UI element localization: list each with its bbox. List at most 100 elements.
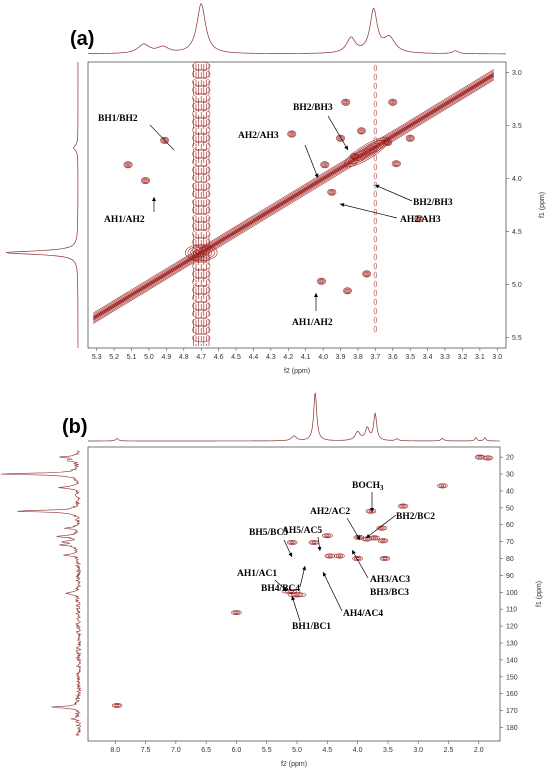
panel-a-y-tick-label: 3.0 <box>512 70 522 77</box>
panel-b-arrowhead <box>317 546 322 551</box>
panel-b-plot-frame <box>87 446 501 742</box>
panel-a-x-tick-label: 3.4 <box>423 354 433 361</box>
panel-b-cross-peak <box>286 539 298 545</box>
panel-a-x-tick-label: 4.3 <box>266 354 276 361</box>
panel-a-x-tick-label: 3.3 <box>440 354 450 361</box>
panel-b-cross-peak <box>474 454 486 460</box>
panel-b-y-axis: 20 30 40 50 60 70 80 90 100 110 120 130 140 150 160 170… <box>500 455 518 732</box>
panel-b-annotation-label: BH2/BC2 <box>396 512 435 522</box>
panel-b-annotation-label: AH5/AC5 <box>282 526 322 536</box>
panel-a-cross-peak <box>320 161 330 169</box>
panel-a-annotation-arrow <box>327 115 349 151</box>
panel-b-x-tick-label: 2.0 <box>474 747 484 754</box>
panel-b-top-projection <box>88 392 500 442</box>
panel-a-left-trace <box>5 62 79 348</box>
panel-a-x-tick-label: 5.2 <box>109 354 119 361</box>
panel-a-x-tick-label: 3.7 <box>371 354 381 361</box>
panel-b-arrowhead <box>366 533 371 538</box>
panel-a-plot-area <box>92 61 495 346</box>
panel-b-cross-peak <box>397 503 409 509</box>
panel-b-left-trace <box>0 450 82 736</box>
panel-b-cross-peak <box>324 553 336 559</box>
panel-b-y-tick-label: 120 <box>506 624 518 631</box>
panel-a-cross-peak <box>336 134 346 142</box>
panel-b-annotation-subscript: 3 <box>380 484 384 492</box>
panel-b-cross-peak <box>369 535 380 541</box>
panel-a-annotation-arrow <box>374 184 413 202</box>
panel-a-cross-peak <box>123 161 133 169</box>
panel-b-cross-peak <box>281 588 301 594</box>
panel-b-annotation-label: AH2/AC2 <box>310 507 350 517</box>
panel-a-plot-frame <box>87 61 507 349</box>
panel-b-x-tick-label: 3.5 <box>383 747 393 754</box>
panel-a-x-tick-label: 5.0 <box>144 354 154 361</box>
panel-b-plot-area <box>111 454 494 708</box>
panel-a-cross-peak <box>414 215 424 223</box>
panel-b-x-tick-label: 6.0 <box>232 747 242 754</box>
panel-b-arrowhead <box>302 566 307 571</box>
panel-b-y-tick-label: 20 <box>506 455 514 462</box>
panel-b-y-tick-label: 30 <box>506 472 514 479</box>
panel-a-annotation-label: BH1/BH2 <box>98 114 138 124</box>
panel-b-y-tick-label: 150 <box>506 674 518 681</box>
panel-b-cross-peak <box>437 483 448 489</box>
panel-a-diagonal <box>92 69 495 324</box>
panel-a-cross-peak <box>383 139 393 146</box>
panel-b-y-tick-label: 160 <box>506 691 518 698</box>
panel-a-solvent-stripe <box>191 61 211 346</box>
panel-a-cross-peak <box>327 188 337 196</box>
panel-b-cross-peak <box>287 592 307 598</box>
panel-b-arrowhead <box>288 552 293 557</box>
panel-a-x-axis: 5.3 5.2 5.1 5.0 4.9 4.8 4.7 4.6 4.5 4.4 4.3 4.2 4.1 4… <box>92 348 502 361</box>
panel-a-label: (a) <box>70 28 94 50</box>
panel-a-annotation-label: AH2/AH3 <box>400 215 441 225</box>
panel-a-x-tick-label: 3.1 <box>475 354 485 361</box>
panel-a-cross-peak <box>405 134 415 142</box>
panel-a-x-tick-label: 3.6 <box>388 354 398 361</box>
panel-a-annotations: BH1/BH2 AH1/AH2 BH2/BH3 AH2/AH3 BH2/BH3 AH2/A… <box>98 103 453 328</box>
panel-a-cosy-spectrum: (a) 5.3 5.2 5.1 5.0 4.9 4.8 4.7 4.6 4.5 4.4 4.3 4.2… <box>5 3 546 375</box>
panel-a-arrowhead <box>152 197 156 201</box>
panel-a-x-tick-label: 4.4 <box>249 354 259 361</box>
panel-a-arrowhead <box>344 145 348 150</box>
panel-b-annotation-label: BH4/BC4 <box>261 584 300 594</box>
panel-a-x-tick-label: 3.5 <box>405 354 415 361</box>
panel-b-annotation-arrow <box>346 517 361 541</box>
panel-b-annotation-arrow <box>322 571 343 612</box>
panel-b-y-axis-title: f1 (ppm) <box>536 581 543 607</box>
panel-a-x-tick-label: 4.8 <box>179 354 189 361</box>
panel-a-annotation-arrow <box>304 144 319 179</box>
panel-a-cross-peak <box>391 160 401 168</box>
panel-a-x-tick-label: 5.3 <box>92 354 102 361</box>
panel-b-arrowhead <box>352 550 356 555</box>
panel-b-y-tick-label: 180 <box>506 725 518 732</box>
panel-a-annotation-label: BH2/BH3 <box>413 198 453 208</box>
panel-b-annotation-label: BH5/BC5 <box>249 528 288 538</box>
panel-a-arrowhead <box>340 203 345 207</box>
panel-b-cross-peak <box>111 703 123 708</box>
panel-b-x-tick-label: 6.5 <box>201 747 211 754</box>
panel-a-y-tick-label: 3.5 <box>512 123 522 130</box>
panel-b-cross-peak <box>322 533 333 539</box>
panel-a-top-trace <box>87 3 506 55</box>
panel-b-y-tick-label: 70 <box>506 539 514 546</box>
panel-b-cross-peak <box>334 553 345 559</box>
panel-a-annotation-arrow <box>339 203 398 219</box>
panel-b-arrowhead <box>322 572 327 577</box>
panel-a-cross-peak <box>343 287 352 295</box>
panel-a-left-projection <box>5 62 79 348</box>
panel-a-cross-peak <box>356 127 366 135</box>
panel-b-annotation-label: AH3/AC3 <box>370 575 410 585</box>
panel-a-cross-peak <box>341 98 351 106</box>
panel-b-arrowhead <box>370 508 374 512</box>
panel-b-annotation-label: BH1/BC1 <box>292 622 331 632</box>
panel-b-y-tick-label: 80 <box>506 556 514 563</box>
panel-b-cross-peak <box>482 455 494 461</box>
panel-b-annotation-label: BH3/BC3 <box>370 588 409 598</box>
panel-a-y-tick-label: 5.0 <box>512 282 522 289</box>
panel-a-arrowhead <box>314 173 319 178</box>
panel-a-y-tick-label: 4.5 <box>512 229 522 236</box>
panel-a-x-tick-label: 4.0 <box>318 354 328 361</box>
panel-b-x-tick-label: 8.0 <box>110 747 120 754</box>
